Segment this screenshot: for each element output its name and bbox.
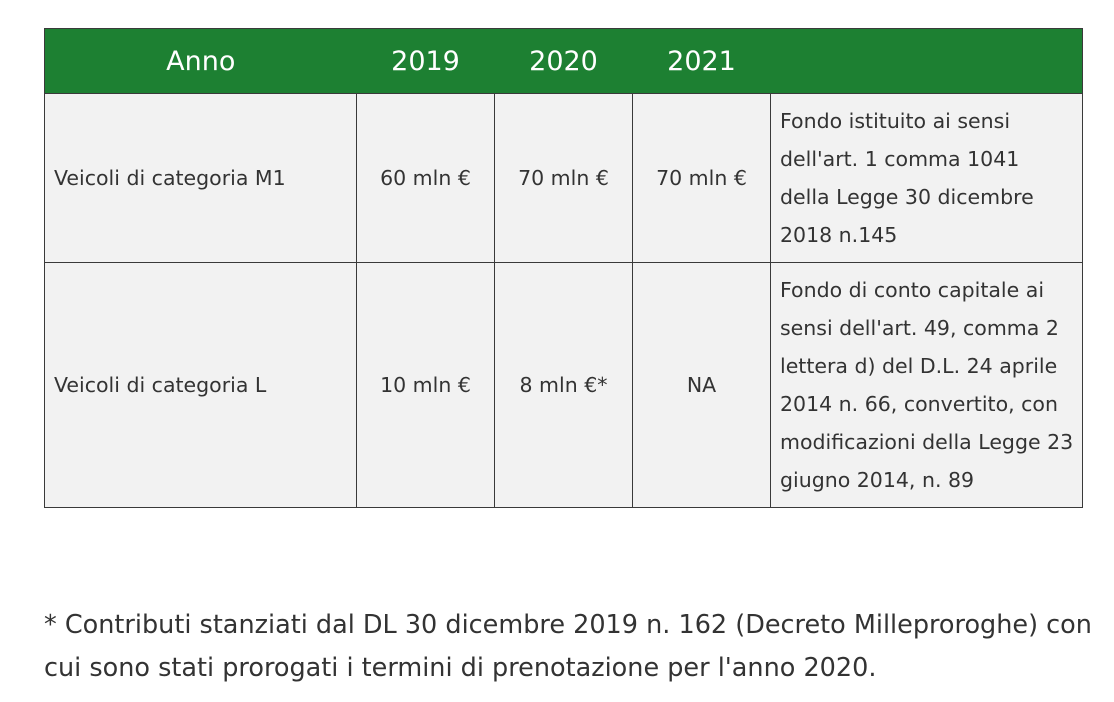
legal-note-cell: Fondo di conto capitale ai sensi dell'ar… bbox=[770, 262, 1083, 508]
amount-cell-2021: NA bbox=[632, 262, 771, 508]
amount-cell-2020: 70 mln € bbox=[494, 93, 633, 263]
table-body: Veicoli di categoria M1 60 mln € 70 mln … bbox=[44, 93, 1083, 508]
amount-cell-2021: 70 mln € bbox=[632, 93, 771, 263]
table-header: Anno 2019 2020 2021 bbox=[44, 28, 1083, 94]
amount-cell-2020: 8 mln €* bbox=[494, 262, 633, 508]
header-row: Anno 2019 2020 2021 bbox=[44, 28, 1083, 94]
funding-table: Anno 2019 2020 2021 Veicoli di categoria… bbox=[44, 28, 1083, 508]
row-label: Veicoli di categoria M1 bbox=[44, 93, 357, 263]
header-cell-anno: Anno bbox=[44, 28, 357, 94]
header-cell-2020: 2020 bbox=[494, 28, 633, 94]
header-cell-note bbox=[770, 28, 1083, 94]
amount-cell-2019: 60 mln € bbox=[356, 93, 495, 263]
amount-cell-2019: 10 mln € bbox=[356, 262, 495, 508]
table-row: Veicoli di categoria L 10 mln € 8 mln €*… bbox=[44, 262, 1083, 508]
header-cell-2021: 2021 bbox=[632, 28, 771, 94]
funding-table-container: Anno 2019 2020 2021 Veicoli di categoria… bbox=[44, 28, 1083, 508]
legal-note-cell: Fondo istituito ai sensi dell'art. 1 com… bbox=[770, 93, 1083, 263]
table-row: Veicoli di categoria M1 60 mln € 70 mln … bbox=[44, 93, 1083, 263]
footnote: * Contributi stanziati dal DL 30 dicembr… bbox=[44, 610, 1092, 683]
header-cell-2019: 2019 bbox=[356, 28, 495, 94]
row-label: Veicoli di categoria L bbox=[44, 262, 357, 508]
